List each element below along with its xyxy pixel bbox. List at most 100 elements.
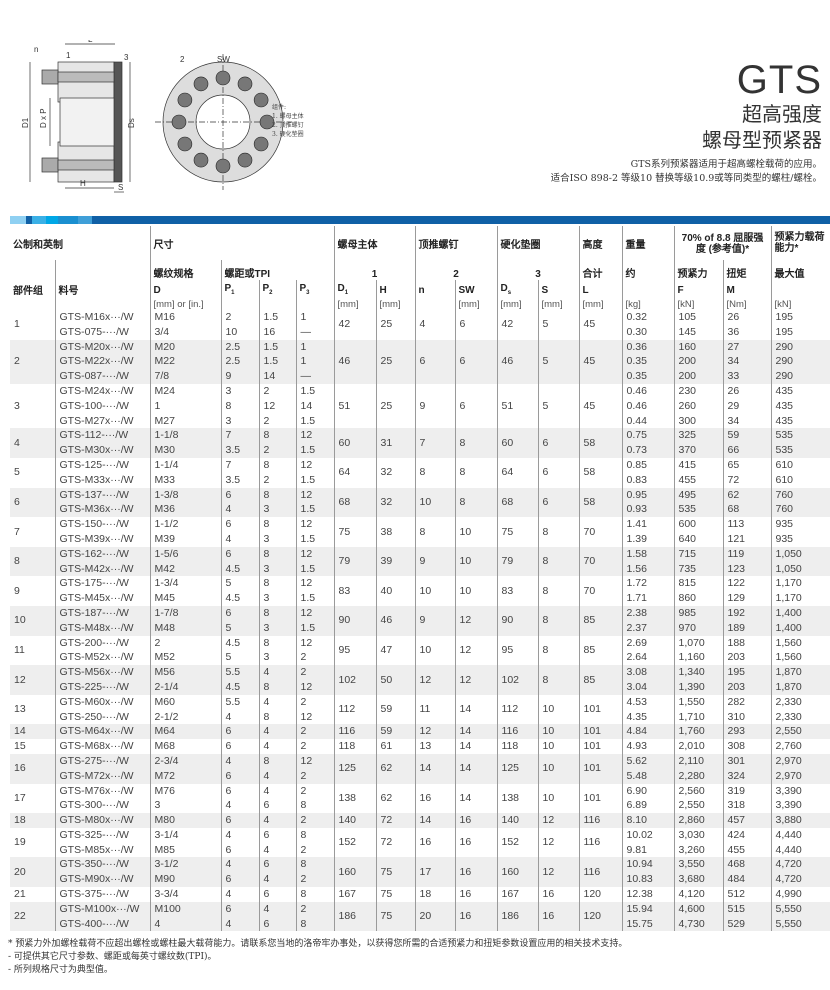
header-dimensions: 尺寸: [149, 226, 334, 260]
footnote: - 可提供其它尺寸参数、螺距或每英寸螺纹数(TPI)。: [8, 952, 217, 962]
cell-D1: 90: [333, 605, 376, 636]
cell-torque: 26: [722, 383, 771, 399]
cell-P2: 1.5: [258, 354, 296, 370]
header-pitch-tpi: 螺距或TPI: [220, 260, 334, 280]
cell-Ds: 90: [496, 605, 538, 636]
cell-part-no: GTS-M45x···/W: [54, 591, 150, 606]
cell-group: 5: [14, 466, 20, 479]
cell-P2: 6: [258, 857, 296, 873]
header-P1: P1: [220, 280, 259, 296]
cell-P3: 12: [295, 576, 334, 592]
cell-weight: 2.69: [621, 635, 674, 651]
cell-part-no: GTS-M64x···/W: [54, 724, 150, 740]
cell-S: 16: [537, 887, 579, 902]
cell-SW: 8: [454, 457, 497, 488]
cell-P3: 2: [295, 739, 334, 754]
cell-weight: 0.46: [621, 398, 674, 414]
cell-D: M64: [149, 724, 221, 740]
product-description-2: 适合ISO 898-2 等级10 替换等级10.9或等同类型的螺柱/螺栓。: [550, 173, 822, 184]
cell-D: M33: [149, 472, 221, 488]
cell-torque: 468: [722, 857, 771, 873]
cell-torque: 129: [722, 591, 771, 606]
table-row: GTS-M48x···/W M48 5 3 1.5 2.37 970 189 1,400: [10, 620, 830, 636]
cell-weight: 0.32: [621, 310, 674, 325]
cell-P3: 12: [295, 709, 334, 725]
cell-P2: 6: [258, 798, 296, 814]
cell-H: 39: [375, 546, 415, 577]
cell-preload: 640: [673, 531, 723, 547]
cell-weight: 2.38: [621, 605, 674, 621]
cell-H: 38: [375, 517, 415, 547]
cell-D: 2-1/4: [149, 679, 221, 695]
cell-Ds: 68: [496, 487, 538, 518]
cell-max-load: 610: [770, 457, 830, 473]
cell-group: 8: [10, 546, 55, 577]
header-approx: 约: [621, 260, 674, 280]
cell-max-load: 2,760: [770, 739, 830, 754]
cell-part-no: GTS-100-···/W: [54, 398, 150, 414]
label-D1: D1: [21, 117, 30, 128]
cell-S: 10: [537, 753, 579, 784]
label-part1: 1: [66, 51, 71, 60]
cell-max-load: 1,560: [770, 635, 830, 651]
cell-D: M52: [149, 650, 221, 666]
jack-bolt-head: [215, 70, 231, 86]
cell-D: M60: [149, 694, 221, 710]
cell-P3: 1: [295, 310, 334, 325]
table-row: 19 GTS-325-···/W 3-1/4 4 6 8 152 72 16 16 152 12 116…: [10, 827, 830, 858]
cell-H: 50: [375, 665, 415, 695]
cell-P1: 6: [220, 517, 259, 532]
cell-part-no: GTS-M52x···/W: [54, 650, 150, 666]
cell-Ds: 186: [496, 901, 538, 932]
unit-F: [kN]: [673, 296, 723, 310]
cell-P2: 6: [258, 916, 296, 932]
cell-max-load: 1,400: [770, 620, 830, 636]
legend-item: 3. 硬化垫圈: [272, 131, 304, 138]
cell-max-load: 290: [770, 339, 830, 355]
cell-torque: 26: [722, 310, 771, 325]
cell-weight: 4.53: [621, 694, 674, 710]
cell-P2: 4: [258, 813, 296, 828]
cell-L: 70: [578, 517, 622, 547]
cell-preload: 1,070: [673, 635, 723, 651]
cell-D1: 116: [333, 724, 376, 740]
cell-P2: 8: [258, 576, 296, 592]
cell-part-no: GTS-M33x···/W: [54, 472, 150, 488]
table-row: 17 GTS-M76x···/W M76 6 4 2 138 62 16 14 138 10 101 6.…: [10, 783, 830, 814]
cell-preload: 4,600: [673, 901, 723, 917]
cell-P3: 1.5: [295, 472, 334, 488]
cell-H: 25: [375, 339, 415, 384]
cell-torque: 318: [722, 798, 771, 814]
cell-group: 6: [10, 487, 55, 518]
cell-SW: 10: [454, 546, 497, 577]
cell-n: 10: [414, 635, 455, 666]
cell-preload: 815: [673, 576, 723, 592]
cell-P1: 4: [220, 753, 259, 769]
cell-P1: 4.5: [220, 679, 259, 695]
cell-n: 18: [414, 887, 455, 902]
cell-D1: 125: [333, 753, 376, 784]
cell-torque: 113: [722, 517, 771, 532]
cell-P2: 4: [258, 665, 296, 680]
cell-torque: 293: [722, 724, 771, 740]
cell-P2: 8: [258, 635, 296, 651]
cell-H: 59: [375, 694, 415, 725]
cell-weight: 0.46: [621, 383, 674, 399]
cell-torque: 189: [722, 620, 771, 636]
cell-D1: 102: [333, 665, 376, 695]
cell-n: 12: [414, 665, 455, 695]
cell-n: 10: [414, 487, 455, 518]
cell-torque: 68: [722, 502, 771, 518]
cell-P1: 2.5: [220, 339, 259, 355]
cell-SW: 12: [454, 635, 497, 666]
header-L: L: [578, 280, 622, 296]
cell-P3: —: [295, 324, 334, 340]
cell-P1: 5: [220, 576, 259, 592]
cell-P3: 1.5: [295, 383, 334, 399]
cell-weight: 4.84: [621, 724, 674, 740]
cell-SW: 6: [454, 339, 497, 384]
unit-Ds: [mm]: [496, 296, 538, 310]
cell-max-load: 1,050: [770, 561, 830, 577]
cell-Ds: 46: [496, 339, 538, 384]
cell-D: M80: [149, 813, 221, 828]
